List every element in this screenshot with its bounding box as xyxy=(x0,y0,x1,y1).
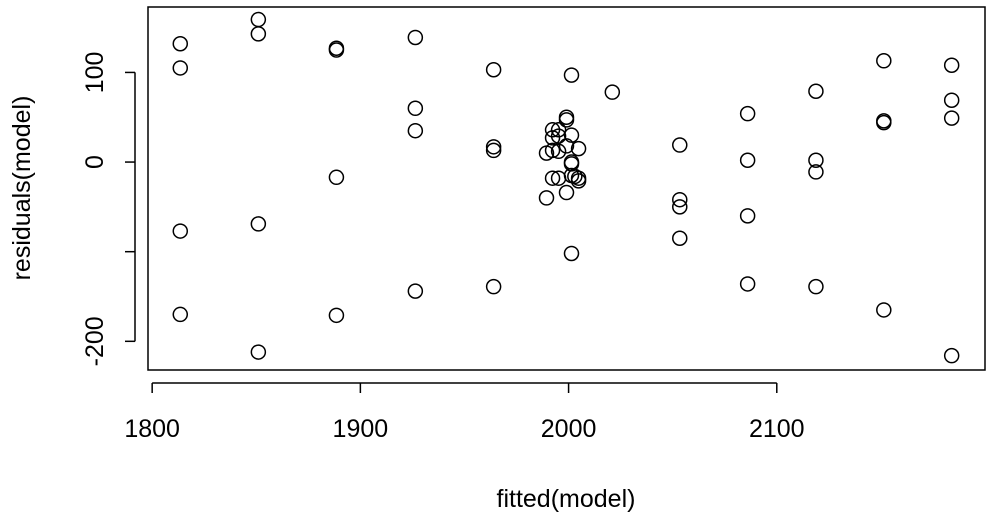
point xyxy=(739,276,756,292)
point xyxy=(672,137,688,153)
point xyxy=(808,83,824,100)
point xyxy=(563,67,580,83)
point xyxy=(250,26,267,42)
point xyxy=(558,112,575,128)
plot-frame xyxy=(147,6,986,371)
point xyxy=(550,143,567,160)
point xyxy=(943,92,960,108)
point xyxy=(672,191,688,208)
point xyxy=(563,245,580,262)
x-tick-label: 2000 xyxy=(541,415,597,443)
point xyxy=(250,344,267,360)
point xyxy=(538,190,555,206)
point xyxy=(172,60,189,76)
x-axis-label: fitted(model) xyxy=(497,485,636,513)
point xyxy=(570,173,587,189)
point xyxy=(808,164,824,180)
point xyxy=(558,138,575,154)
point xyxy=(407,100,424,117)
y-axis-label: residuals(model) xyxy=(8,96,36,281)
point xyxy=(570,140,587,157)
point xyxy=(407,122,424,139)
point xyxy=(328,307,345,324)
point xyxy=(250,11,267,28)
point xyxy=(604,84,621,100)
point xyxy=(739,152,756,169)
point xyxy=(550,128,567,144)
point xyxy=(485,142,502,159)
point xyxy=(563,127,580,143)
y-tick-label: 100 xyxy=(81,52,109,94)
point xyxy=(550,122,567,138)
point xyxy=(943,110,960,126)
point xyxy=(739,208,756,224)
point xyxy=(739,105,756,122)
point xyxy=(876,114,892,131)
point xyxy=(407,283,424,299)
x-tick-label: 2100 xyxy=(749,415,805,443)
point xyxy=(672,230,688,246)
point xyxy=(876,53,892,69)
point xyxy=(172,35,189,52)
point xyxy=(328,169,345,186)
point xyxy=(876,302,892,318)
point xyxy=(485,278,502,295)
y-tick-label: 0 xyxy=(81,155,109,169)
point xyxy=(172,223,189,239)
point xyxy=(544,130,561,146)
point xyxy=(943,57,960,74)
point xyxy=(407,29,424,46)
point xyxy=(485,61,502,78)
x-tick-label: 1900 xyxy=(333,415,389,443)
point xyxy=(485,139,502,155)
x-tick-label: 1800 xyxy=(124,415,180,443)
point xyxy=(328,42,345,58)
point xyxy=(544,170,561,186)
point xyxy=(172,306,189,323)
point xyxy=(558,184,575,201)
point xyxy=(943,347,960,364)
point xyxy=(538,145,555,161)
point xyxy=(567,168,583,185)
point xyxy=(250,216,267,232)
y-tick-label: -200 xyxy=(81,316,109,366)
point xyxy=(672,199,688,215)
point xyxy=(550,170,567,186)
point xyxy=(808,278,824,295)
point xyxy=(808,152,824,169)
